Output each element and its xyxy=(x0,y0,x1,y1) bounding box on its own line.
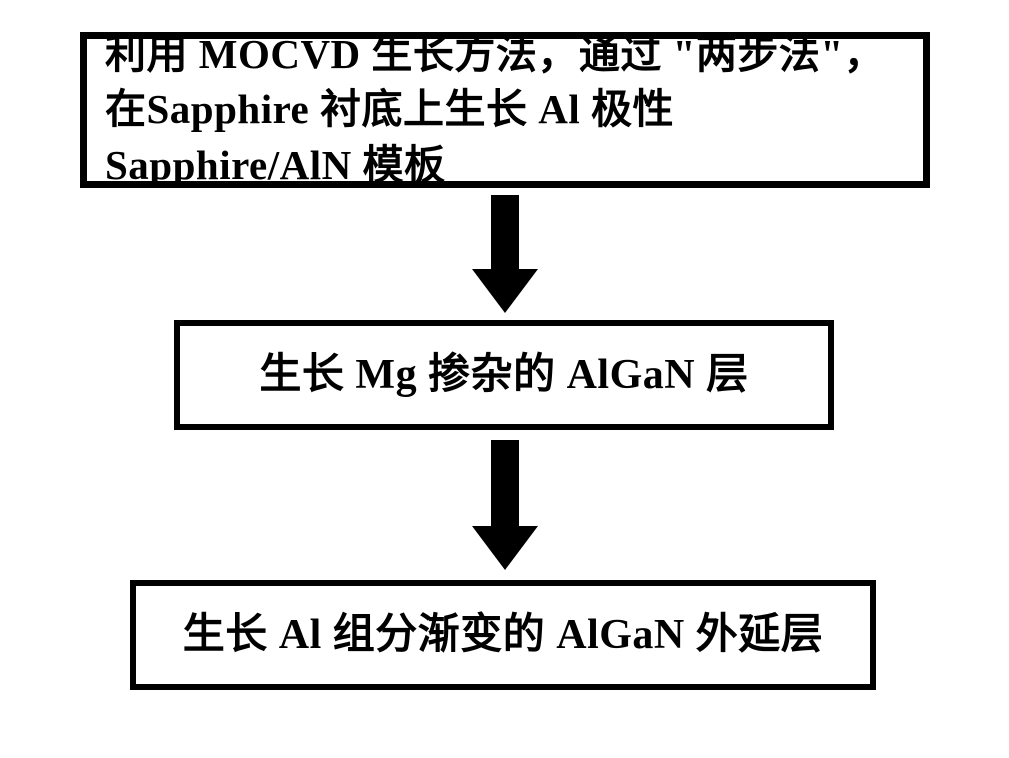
flow-step-2-text: 生长 Mg 掺杂的 AlGaN 层 xyxy=(180,339,828,412)
arrow-1 xyxy=(0,195,1009,313)
flow-step-3-text: 生长 Al 组分渐变的 AlGaN 外延层 xyxy=(136,599,870,672)
flow-step-2: 生长 Mg 掺杂的 AlGaN 层 xyxy=(174,320,834,430)
flow-step-1: 利用 MOCVD 生长方法，通过 "两步法"，在Sapphire 衬底上生长 A… xyxy=(80,32,930,188)
flow-step-1-text: 利用 MOCVD 生长方法，通过 "两步法"，在Sapphire 衬底上生长 A… xyxy=(87,19,923,201)
arrow-2 xyxy=(0,440,1009,570)
flow-step-3: 生长 Al 组分渐变的 AlGaN 外延层 xyxy=(130,580,876,690)
